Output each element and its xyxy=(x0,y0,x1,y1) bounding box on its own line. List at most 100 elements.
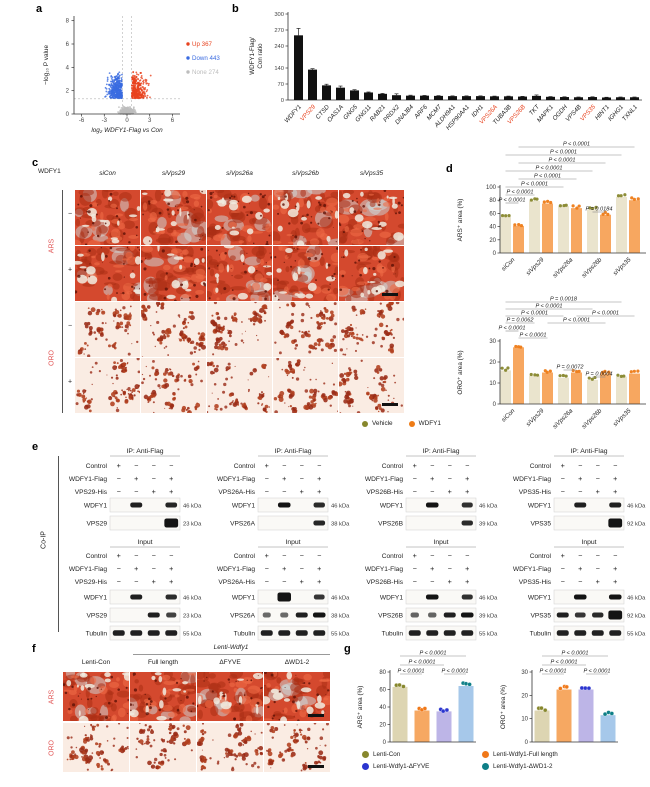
svg-text:39 kDa: 39 kDa xyxy=(479,614,498,620)
svg-text:P < 0.0001: P < 0.0001 xyxy=(397,669,424,675)
svg-text:VPS26B-His: VPS26B-His xyxy=(366,489,403,496)
col-header-siVps26a: siVps26a xyxy=(226,170,253,177)
panel-d-label: d xyxy=(446,163,453,175)
svg-text:−: − xyxy=(613,551,617,560)
svg-text:+: + xyxy=(265,551,269,560)
svg-text:+: + xyxy=(317,474,321,483)
coip-block-3: IP: Anti-Flag Control + − − − WDFY1-Flag − + − + VP… xyxy=(365,448,498,641)
svg-text:P = 0.0062: P = 0.0062 xyxy=(506,318,534,324)
legend-item-vehicle: Vehicle xyxy=(362,420,393,427)
svg-text:VPS29-His: VPS29-His xyxy=(75,489,108,496)
micro-oro-siCon xyxy=(75,358,140,413)
svg-text:VPS29: VPS29 xyxy=(86,613,107,620)
svg-text:−: − xyxy=(300,461,304,470)
svg-text:0: 0 xyxy=(525,740,529,746)
svg-text:WDFY1: WDFY1 xyxy=(528,595,551,602)
svg-text:39 kDa: 39 kDa xyxy=(479,522,498,528)
svg-text:+: + xyxy=(117,551,121,560)
svg-text:+: + xyxy=(430,564,434,573)
svg-text:0: 0 xyxy=(493,402,497,408)
svg-text:P < 0.0001: P < 0.0001 xyxy=(550,660,577,666)
svg-text:Control: Control xyxy=(530,463,552,470)
dose-sign: − xyxy=(68,322,73,330)
svg-text:55 kDa: 55 kDa xyxy=(331,632,350,638)
svg-text:WDFY1: WDFY1 xyxy=(84,503,107,510)
micro-f-ars-3 xyxy=(197,672,263,721)
micro-ars-siVps26a xyxy=(207,190,272,245)
svg-text:+: + xyxy=(613,487,617,496)
svg-text:+: + xyxy=(134,474,138,483)
svg-text:+: + xyxy=(300,487,304,496)
coip-blocks: IP: Anti-Flag Control + − − − WDFY1-Flag − + − + VP… xyxy=(30,438,650,644)
svg-text:+: + xyxy=(465,474,469,483)
svg-text:Up 367: Up 367 xyxy=(192,41,213,48)
dose-sign: + xyxy=(68,378,73,386)
svg-text:VPS35-His: VPS35-His xyxy=(519,579,552,586)
g-ars-chart: 0 20 40 60 80 P < 0.0001 P < 0.0001 P < 0.0001 P… xyxy=(357,651,476,746)
svg-text:+: + xyxy=(413,461,417,470)
micro-f-ars-4 xyxy=(264,672,330,721)
svg-text:300: 300 xyxy=(274,12,284,18)
svg-text:P < 0.0001: P < 0.0001 xyxy=(539,669,566,675)
svg-text:−: − xyxy=(282,551,286,560)
svg-text:Control: Control xyxy=(86,553,108,560)
svg-text:140: 140 xyxy=(274,66,284,72)
svg-text:−: − xyxy=(134,577,138,586)
svg-text:−: − xyxy=(413,577,417,586)
micro-oro-siVps26a xyxy=(207,302,272,357)
svg-text:WDFY1-Flag: WDFY1-Flag xyxy=(69,476,107,483)
svg-text:−: − xyxy=(282,577,286,586)
svg-text:46 kDa: 46 kDa xyxy=(627,596,646,602)
dose-sign: + xyxy=(68,266,73,274)
svg-text:−: − xyxy=(596,551,600,560)
svg-text:−: − xyxy=(134,551,138,560)
svg-text:−log₁₀ P value: −log₁₀ P value xyxy=(43,45,50,85)
svg-text:+: + xyxy=(448,487,452,496)
svg-text:−: − xyxy=(561,474,565,483)
svg-text:+: + xyxy=(561,551,565,560)
svg-text:55 kDa: 55 kDa xyxy=(627,632,646,638)
svg-text:P < 0.0001: P < 0.0001 xyxy=(534,174,561,180)
svg-text:Control: Control xyxy=(234,463,256,470)
svg-text:WDFY1-Flag/: WDFY1-Flag/ xyxy=(249,37,256,75)
svg-text:46 kDa: 46 kDa xyxy=(627,504,646,510)
svg-text:siVps26b: siVps26b xyxy=(580,256,603,279)
svg-text:−: − xyxy=(561,564,565,573)
svg-text:Tubulin: Tubulin xyxy=(234,631,256,638)
legend-dot xyxy=(362,763,369,770)
svg-text:P = 0.0072: P = 0.0072 xyxy=(556,365,584,371)
svg-text:Input: Input xyxy=(581,539,596,546)
svg-text:TXNL1: TXNL1 xyxy=(621,104,639,123)
svg-text:−: − xyxy=(265,564,269,573)
svg-text:siVps35: siVps35 xyxy=(612,407,633,428)
svg-text:80: 80 xyxy=(379,670,386,676)
svg-text:−: − xyxy=(596,564,600,573)
svg-text:WDFY1-Flag: WDFY1-Flag xyxy=(217,476,255,483)
micro-oro-siVps29 xyxy=(141,302,206,357)
svg-text:VPS26A-His: VPS26A-His xyxy=(218,489,255,496)
legend-label: Lenti-Wdfy1-Full length xyxy=(493,751,558,758)
volcano-plot: -6 -3 0 3 6 0 2 4 6 8 log₂ WDFY1-Flag vs Con −log₁₀… xyxy=(43,16,220,134)
svg-text:23 kDa: 23 kDa xyxy=(183,614,202,620)
micro-ars-siVps29 xyxy=(141,246,206,301)
svg-text:VPS26A-His: VPS26A-His xyxy=(218,579,255,586)
svg-text:P < 0.0001: P < 0.0001 xyxy=(592,311,619,317)
micro-f-oro-3 xyxy=(197,723,263,772)
svg-text:ARS⁺ area (%): ARS⁺ area (%) xyxy=(457,199,464,242)
ars-area-chart: 0 20 40 60 80 100 P < 0.0001 P < 0.0001 P < 0.00… xyxy=(457,142,646,279)
micro-ars-siVps26b xyxy=(273,190,338,245)
micro-ars-siVps26b xyxy=(273,246,338,301)
svg-text:46 kDa: 46 kDa xyxy=(183,504,202,510)
svg-text:−: − xyxy=(282,487,286,496)
col-header-siVps29: siVps29 xyxy=(161,170,186,177)
svg-text:−: − xyxy=(448,564,452,573)
stain-label-ars: ARS xyxy=(48,238,56,253)
legend-g-item-2: Lenti-Wdfy1-Full length xyxy=(482,751,558,758)
svg-text:+: + xyxy=(282,564,286,573)
svg-text:+: + xyxy=(613,474,617,483)
svg-text:+: + xyxy=(117,461,121,470)
svg-text:-6: -6 xyxy=(79,118,85,124)
svg-text:siVps26b: siVps26b xyxy=(580,407,603,430)
svg-text:−: − xyxy=(117,487,121,496)
svg-text:WDFY1-Flag: WDFY1-Flag xyxy=(69,566,107,573)
